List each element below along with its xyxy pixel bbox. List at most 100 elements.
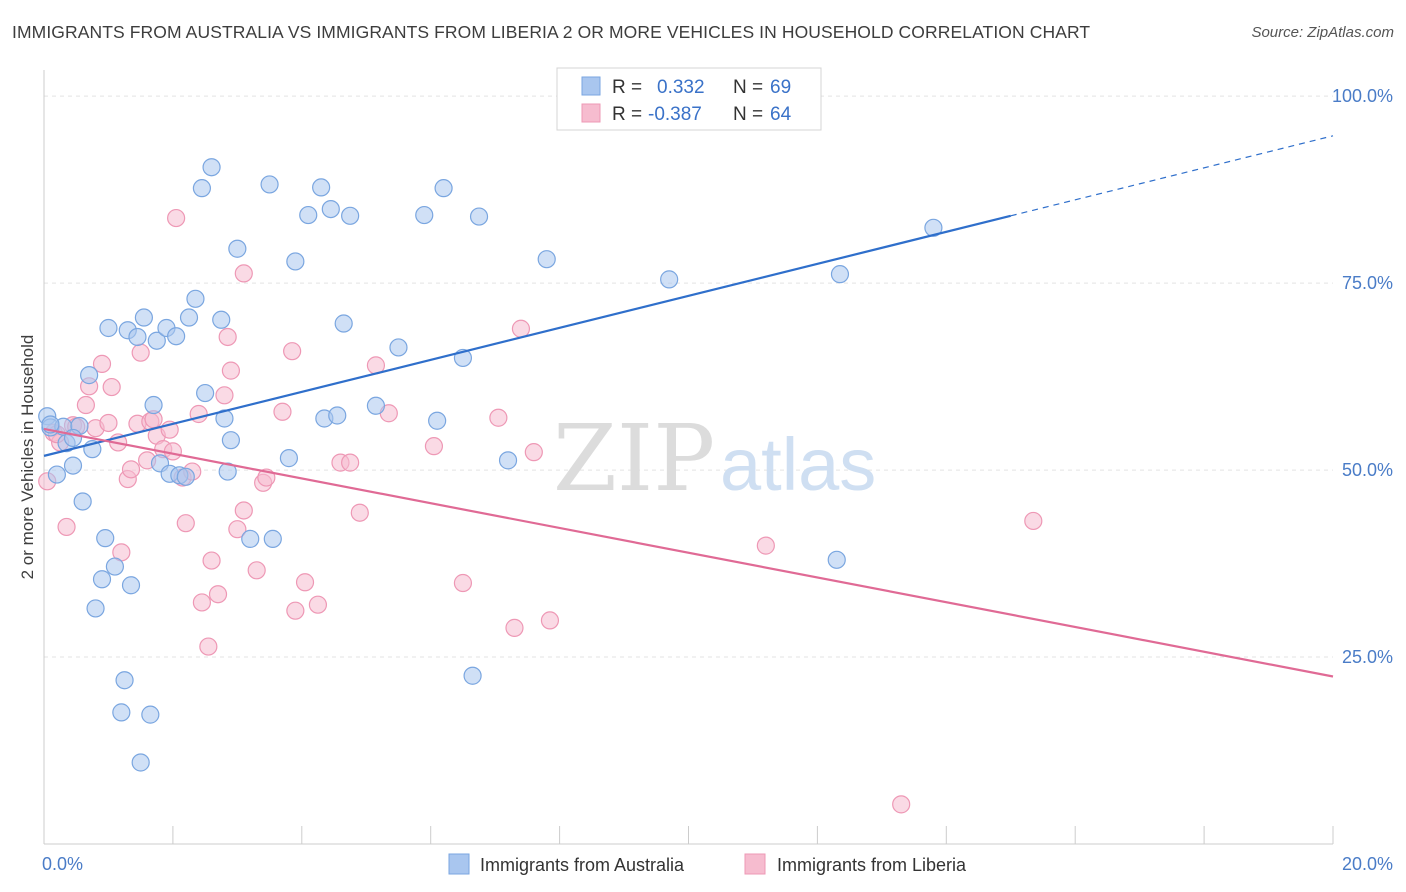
australia-point (299, 205, 318, 225)
liberia-n-value: 64 (770, 104, 792, 125)
australia-point (260, 175, 279, 194)
stats-legend-box (556, 67, 822, 131)
liberia-r-value: -0.387 (648, 104, 702, 125)
australia-point (63, 428, 83, 448)
australia-n-label: N = (733, 77, 763, 98)
x-tick-label: 20.0% (1342, 854, 1393, 874)
australia-point (498, 451, 518, 470)
australia-point (537, 250, 556, 269)
liberia-point (273, 402, 292, 421)
legend-liberia-label: Immigrants from Liberia (777, 855, 967, 875)
australia-point (92, 570, 112, 589)
australia-point (73, 492, 92, 511)
australia-point (112, 703, 131, 722)
australia-points (38, 158, 943, 772)
australia-point (334, 314, 353, 333)
liberia-point (208, 585, 228, 604)
liberia-point (57, 517, 76, 537)
australia-point (228, 239, 247, 258)
liberia-point (176, 514, 195, 533)
series-legend: Immigrants from Australia Immigrants fro… (448, 853, 967, 875)
australia-swatch (581, 76, 601, 96)
australia-point (105, 557, 124, 576)
y-tick-label: 50.0% (1342, 460, 1393, 480)
liberia-point (121, 460, 141, 479)
liberia-point (350, 503, 369, 522)
liberia-point (99, 413, 118, 433)
liberia-point (341, 453, 360, 472)
trend-lines (43, 135, 1334, 678)
australia-point (328, 406, 347, 425)
australia-point (192, 179, 212, 198)
australia-point (86, 599, 105, 618)
australia-point (63, 456, 83, 475)
liberia-point (892, 795, 911, 814)
liberia-point (308, 595, 328, 614)
australia-r-label: R = (612, 77, 642, 98)
liberia-point (215, 386, 234, 405)
australia-point (221, 431, 241, 450)
liberia-point (199, 637, 218, 656)
legend-liberia-swatch (744, 853, 766, 875)
australia-point (241, 529, 260, 548)
liberia-point (283, 342, 302, 361)
liberia-point (295, 573, 315, 592)
australia-point (924, 218, 943, 237)
watermark-zip: ZIP (553, 405, 715, 512)
australia-trend-line (43, 214, 1012, 457)
australia-point (96, 529, 115, 548)
legend-australia-label: Immigrants from Australia (480, 855, 685, 875)
liberia-point (1024, 511, 1043, 531)
australia-point (434, 179, 453, 198)
australia-point (469, 207, 489, 226)
australia-r-value: 0.332 (657, 77, 705, 98)
australia-point (121, 576, 141, 595)
liberia-n-label: N = (733, 104, 763, 125)
liberia-point (163, 442, 182, 461)
australia-point (179, 308, 199, 327)
liberia-point (286, 601, 305, 620)
australia-point (144, 395, 163, 415)
australia-point (115, 671, 134, 690)
australia-point (80, 366, 99, 385)
australia-point (47, 465, 66, 484)
source-label: Source: ZipAtlas.com (1251, 24, 1394, 41)
liberia-r-label: R = (612, 104, 642, 125)
liberia-point (540, 611, 560, 630)
australia-point (660, 270, 679, 289)
australia-point (202, 158, 221, 177)
liberia-point (756, 536, 775, 555)
liberia-point (221, 361, 241, 380)
australia-point (131, 753, 150, 772)
y-tick-label: 25.0% (1342, 647, 1393, 667)
liberia-point (76, 395, 95, 415)
australia-point (830, 265, 850, 284)
australia-point (279, 449, 299, 468)
liberia-point (192, 593, 212, 612)
liberia-point (92, 354, 112, 373)
australia-point (176, 467, 195, 486)
australia-point (134, 308, 153, 327)
australia-point (366, 396, 386, 415)
y-tick-label: 75.0% (1342, 273, 1393, 293)
australia-trend-extension (1010, 135, 1334, 217)
x-axis-ticks (172, 826, 1334, 844)
y-tick-labels: 25.0% 50.0% 75.0% 100.0% (1332, 86, 1393, 667)
liberia-point (424, 437, 444, 456)
australia-point (141, 705, 160, 724)
liberia-point (131, 343, 150, 362)
liberia-point (167, 208, 186, 228)
australia-point (218, 462, 237, 481)
liberia-point (234, 501, 253, 520)
liberia-point (489, 408, 508, 427)
liberia-point (234, 264, 253, 283)
stats-legend: R = 0.332 N = 69 R = -0.387 N = 64 (556, 67, 822, 131)
y-tick-label: 100.0% (1332, 86, 1393, 106)
watermark-atlas: atlas (720, 423, 876, 506)
australia-point (167, 327, 186, 346)
liberia-point (453, 573, 473, 593)
australia-point (147, 331, 166, 350)
watermark: ZIP atlas (553, 405, 876, 512)
liberia-point (102, 377, 121, 397)
australia-point (128, 327, 147, 347)
